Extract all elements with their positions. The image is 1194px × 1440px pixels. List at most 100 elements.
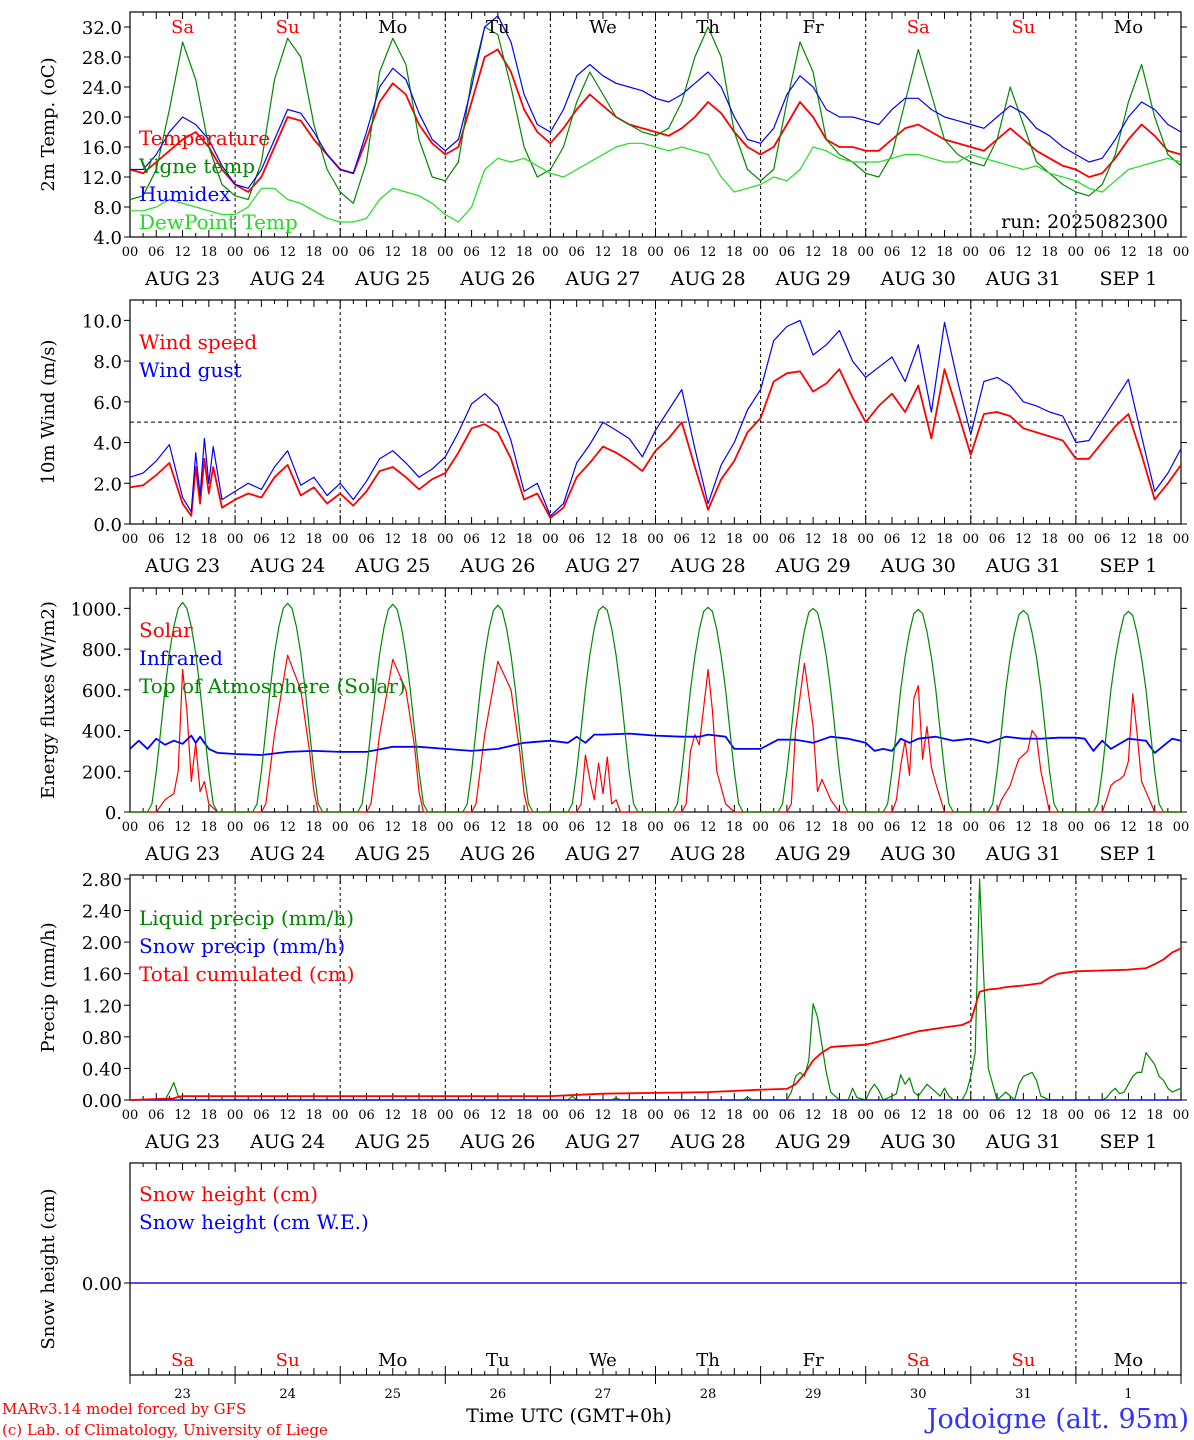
weekday-label: Sa [907,1350,930,1371]
hour-tick-label: 00 [647,1108,664,1123]
hour-tick-label: 06 [568,820,585,835]
hour-tick-label: 12 [595,245,612,260]
series-line-total-cumulated-cm- [129,947,1182,1101]
date-label: AUG 23 [144,1131,220,1153]
date-label: AUG 31 [985,843,1061,865]
hour-tick-label: 06 [884,1108,901,1123]
series-line-humidex [130,15,1182,189]
hour-tick-label: 12 [490,245,507,260]
x-axis-label: Time UTC (GMT+0h) [466,1405,672,1427]
hour-tick-label: 12 [1120,820,1137,835]
date-label: AUG 28 [669,843,745,865]
hour-tick-label: 18 [516,532,533,547]
date-label: AUG 28 [669,268,745,290]
day-number-label: 28 [700,1387,717,1402]
date-label: AUG 31 [985,268,1061,290]
hour-tick-label: 12 [1015,1108,1032,1123]
date-label: AUG 23 [144,555,220,577]
weekday-label: We [589,1350,617,1371]
hour-tick-label: 00 [227,532,244,547]
hour-tick-label: 12 [910,532,927,547]
hour-tick-label: 12 [279,245,296,260]
hour-tick-label: 06 [358,1108,375,1123]
series-line-solar [130,654,1181,813]
legend-entry: Wind gust [139,358,242,382]
y-axis-label: Energy fluxes (W/m2) [38,601,59,799]
weekday-label: Mo [378,1350,407,1371]
date-label: AUG 25 [354,1131,430,1153]
series-line-vigne-temp [129,26,1182,204]
y-tick-label: 2.0 [93,474,122,495]
hour-tick-label: 06 [884,820,901,835]
hour-tick-label: 06 [674,532,691,547]
y-tick-label: 32.0 [82,18,122,39]
legend-entry: Liquid precip (mm/h) [139,906,354,930]
date-label: AUG 23 [144,268,220,290]
weekday-label: Mo [378,17,407,38]
hour-tick-label: 12 [1120,1108,1137,1123]
hour-tick-label: 00 [227,1108,244,1123]
legend-entry: Solar [139,618,193,642]
y-tick-label: 4.0 [93,434,122,455]
weekday-label: Sa [907,17,930,38]
hour-tick-label: 06 [358,532,375,547]
date-label: AUG 24 [249,555,325,577]
y-tick-label: 0.0 [93,515,122,536]
hour-tick-label: 00 [752,532,769,547]
hour-tick-label: 06 [989,1108,1006,1123]
hour-tick-label: 06 [884,532,901,547]
lab-credit: (c) Lab. of Climatology, University of L… [2,1421,328,1439]
date-label: AUG 26 [459,268,535,290]
hour-tick-label: 18 [201,820,218,835]
day-number-label: 24 [279,1387,296,1402]
station-title: Jodoigne (alt. 95m) [924,1404,1189,1435]
date-label: AUG 26 [459,843,535,865]
day-number-label: 29 [805,1387,822,1402]
date-label: AUG 29 [775,1131,851,1153]
hour-tick-label: 06 [779,245,796,260]
day-number-label: 1 [1124,1387,1132,1402]
hour-tick-label: 12 [279,820,296,835]
hour-tick-label: 06 [568,245,585,260]
hour-tick-label: 00 [332,532,349,547]
legend-entry: DewPoint Temp [139,210,298,234]
hour-tick-label: 06 [253,1108,270,1123]
legend-entry: Temperature [139,126,270,150]
hour-tick-label: 12 [700,1108,717,1123]
date-label: SEP 1 [1100,843,1158,865]
hour-tick-label: 06 [1094,245,1111,260]
y-tick-label: 16.0 [82,138,122,159]
hour-tick-label: 06 [463,820,480,835]
day-number-label: 26 [490,1387,507,1402]
date-label: AUG 27 [564,843,640,865]
hour-tick-label: 18 [201,532,218,547]
hour-tick-label: 12 [805,245,822,260]
hour-tick-label: 00 [752,245,769,260]
hour-tick-label: 12 [910,1108,927,1123]
hour-tick-label: 12 [174,820,191,835]
y-tick-label: 2.40 [82,902,122,923]
hour-tick-label: 12 [384,1108,401,1123]
hour-tick-label: 06 [674,245,691,260]
hour-ticks [129,300,1182,524]
legend-entry: Humidex [139,182,231,206]
y-tick-label: 0.80 [82,1028,122,1049]
hour-tick-label: 18 [831,820,848,835]
hour-tick-label: 00 [332,820,349,835]
hour-tick-label: 06 [884,245,901,260]
hour-tick-label: 18 [621,532,638,547]
y-tick-label: 4.0 [93,228,122,249]
hour-tick-label: 06 [148,532,165,547]
panel-temp: 4.0 8.0 12.0 16.0 20.0 24.0 28.0 32.0 2m Temp. (… [38,11,1189,290]
hour-tick-label: 00 [122,532,139,547]
hour-tick-label: 18 [936,820,953,835]
y-tick-label: 200. [82,762,122,783]
date-label: AUG 26 [459,555,535,577]
hour-tick-label: 06 [674,820,691,835]
hour-tick-label: 12 [279,532,296,547]
day-number-label: 31 [1015,1387,1032,1402]
hour-tick-label: 00 [647,820,664,835]
date-label: AUG 30 [880,843,956,865]
hour-tick-label: 18 [1146,532,1163,547]
legend-entry: Wind speed [139,330,257,354]
